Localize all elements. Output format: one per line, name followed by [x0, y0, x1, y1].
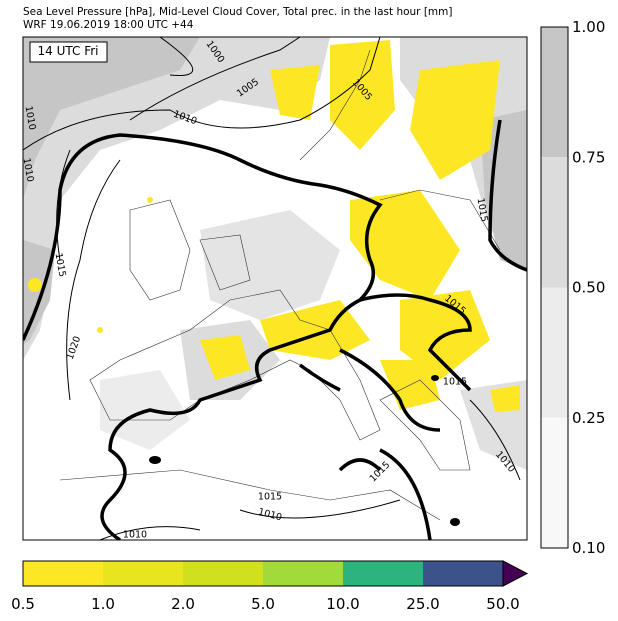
cloud-colorbar-tick: 0.10: [572, 539, 605, 557]
precip-colorbar-tick: 1.0: [91, 595, 115, 613]
cloud-colorbar-segment: [541, 157, 568, 288]
isobar-label: 1015: [52, 252, 67, 278]
isobar-label: 1015: [258, 492, 282, 503]
cloud-colorbar-tick: 0.25: [572, 409, 605, 427]
precip-colorbar-segment: [23, 561, 103, 586]
map-area: [23, 37, 527, 540]
precip-colorbar-segment: [423, 561, 503, 586]
map-frame: [22, 36, 528, 541]
time-label: 14 UTC Fri: [38, 44, 99, 58]
isobar-label: 1010: [123, 530, 147, 541]
title-line-1: Sea Level Pressure [hPa], Mid-Level Clou…: [23, 6, 453, 18]
precip-colorbar-tick: 5.0: [251, 595, 275, 613]
precip-colorbar-segment: [103, 561, 183, 586]
precip-colorbar-tick: 25.0: [406, 595, 439, 613]
isobar-label: 1015: [443, 377, 467, 388]
cloud-colorbar-segment: [541, 27, 568, 158]
cloud-colorbar-frame: [540, 26, 569, 549]
cloud-colorbar-tick: 0.75: [572, 148, 605, 166]
cloud-colorbar-tick: 0.50: [572, 279, 605, 297]
precip-colorbar-segment: [263, 561, 343, 586]
precip-colorbar-tick: 2.0: [171, 595, 195, 613]
cloud-colorbar-segment: [541, 287, 568, 418]
isobar-label: 1015: [474, 197, 489, 223]
precip-colorbar-tick: 0.5: [11, 595, 35, 613]
isobar-label: 1010: [22, 105, 37, 131]
precip-colorbar-tick: 50.0: [486, 595, 519, 613]
precip-colorbar-frame: [22, 560, 503, 587]
precip-colorbar-segment: [343, 561, 423, 586]
precip-colorbar-segment: [183, 561, 263, 586]
cloud-colorbar-tick: 1.00: [572, 18, 605, 36]
precip-colorbar-extension: [502, 560, 529, 587]
title-line-2: WRF 19.06.2019 18:00 UTC +44: [23, 19, 194, 31]
time-box: [29, 41, 108, 63]
cloud-colorbar-segment: [541, 417, 568, 548]
precip-colorbar-tick: 10.0: [326, 595, 359, 613]
isobar-label: 1010: [20, 157, 35, 183]
